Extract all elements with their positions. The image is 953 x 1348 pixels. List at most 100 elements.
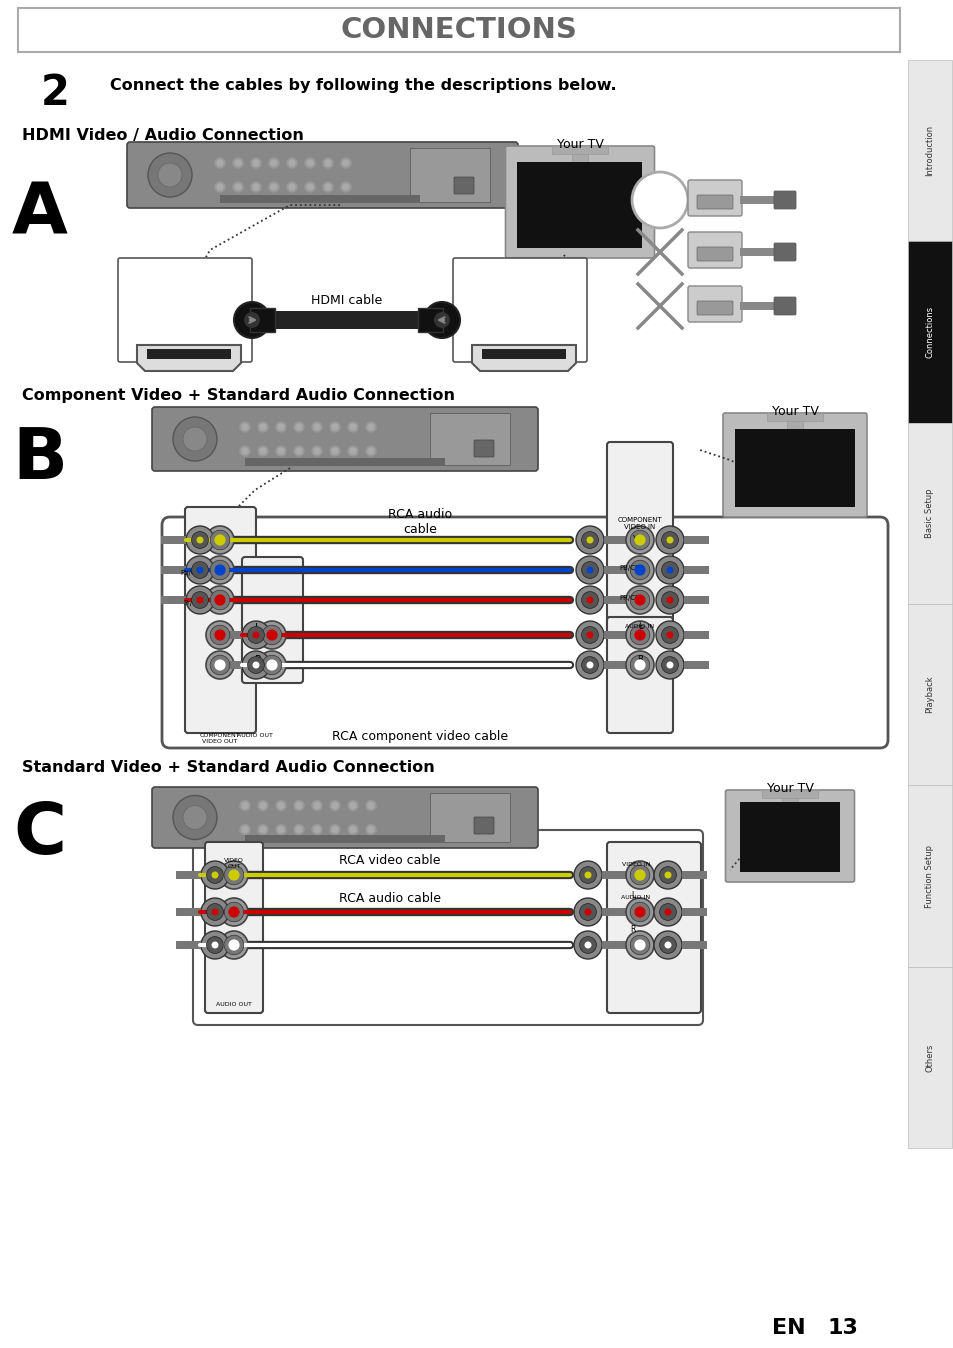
Circle shape bbox=[634, 594, 645, 605]
Bar bbox=[417, 307, 442, 332]
Circle shape bbox=[240, 422, 250, 431]
Circle shape bbox=[196, 537, 203, 543]
Circle shape bbox=[332, 826, 337, 833]
Circle shape bbox=[295, 826, 302, 833]
Text: Introduction: Introduction bbox=[924, 125, 934, 177]
Circle shape bbox=[277, 425, 284, 430]
Circle shape bbox=[634, 659, 645, 670]
Text: VIDEO IN: VIDEO IN bbox=[621, 861, 650, 867]
Circle shape bbox=[661, 592, 678, 608]
Circle shape bbox=[366, 801, 375, 810]
Circle shape bbox=[248, 656, 264, 674]
Circle shape bbox=[664, 909, 671, 915]
Circle shape bbox=[206, 651, 233, 679]
Circle shape bbox=[666, 631, 673, 639]
Circle shape bbox=[228, 869, 239, 880]
Polygon shape bbox=[472, 345, 576, 371]
FancyBboxPatch shape bbox=[697, 301, 732, 315]
Circle shape bbox=[289, 160, 294, 166]
Circle shape bbox=[634, 906, 645, 918]
Circle shape bbox=[661, 627, 678, 643]
Circle shape bbox=[251, 182, 261, 191]
Bar bbox=[430, 412, 510, 465]
Circle shape bbox=[581, 562, 598, 578]
Circle shape bbox=[240, 446, 250, 456]
Circle shape bbox=[312, 422, 322, 431]
Bar bbox=[601, 871, 626, 879]
Circle shape bbox=[625, 526, 654, 554]
Circle shape bbox=[220, 861, 248, 888]
Circle shape bbox=[654, 898, 681, 926]
Circle shape bbox=[206, 526, 233, 554]
Text: Connections: Connections bbox=[924, 306, 934, 359]
Circle shape bbox=[196, 566, 203, 573]
Circle shape bbox=[201, 861, 229, 888]
FancyBboxPatch shape bbox=[474, 439, 494, 457]
Circle shape bbox=[325, 183, 331, 190]
Circle shape bbox=[656, 651, 683, 679]
Circle shape bbox=[630, 625, 649, 644]
Text: EN: EN bbox=[771, 1318, 804, 1339]
Circle shape bbox=[586, 597, 593, 604]
Circle shape bbox=[244, 311, 260, 328]
Bar bbox=[761, 790, 817, 798]
Circle shape bbox=[576, 621, 603, 648]
Circle shape bbox=[257, 446, 268, 456]
Circle shape bbox=[214, 659, 225, 670]
Circle shape bbox=[216, 183, 223, 190]
Bar bbox=[681, 871, 706, 879]
Circle shape bbox=[287, 158, 296, 168]
Bar bbox=[740, 802, 840, 872]
Bar bbox=[552, 146, 607, 154]
FancyBboxPatch shape bbox=[127, 142, 517, 208]
FancyBboxPatch shape bbox=[162, 518, 887, 748]
FancyBboxPatch shape bbox=[152, 407, 537, 470]
Circle shape bbox=[581, 592, 598, 608]
Text: COMPONENT
VIDEO OUT: COMPONENT VIDEO OUT bbox=[199, 733, 240, 744]
Bar bbox=[681, 941, 706, 949]
Circle shape bbox=[625, 861, 654, 888]
Text: 13: 13 bbox=[827, 1318, 858, 1339]
Circle shape bbox=[368, 425, 374, 430]
Circle shape bbox=[576, 526, 603, 554]
Circle shape bbox=[295, 802, 302, 809]
Text: COMPONENT
VIDEO IN: COMPONENT VIDEO IN bbox=[617, 518, 661, 530]
Bar bbox=[740, 248, 774, 256]
Bar bbox=[147, 349, 231, 359]
Bar bbox=[161, 537, 186, 545]
Text: RCA video cable: RCA video cable bbox=[339, 855, 440, 867]
FancyBboxPatch shape bbox=[118, 257, 252, 363]
Circle shape bbox=[240, 801, 250, 810]
Circle shape bbox=[630, 865, 649, 884]
Circle shape bbox=[214, 534, 225, 546]
Circle shape bbox=[257, 825, 268, 834]
Circle shape bbox=[210, 561, 230, 580]
FancyBboxPatch shape bbox=[205, 842, 263, 1012]
Bar bbox=[907, 423, 951, 604]
FancyBboxPatch shape bbox=[453, 257, 586, 363]
Bar bbox=[245, 834, 444, 842]
Circle shape bbox=[325, 160, 331, 166]
Bar bbox=[683, 661, 708, 669]
Circle shape bbox=[656, 586, 683, 613]
Circle shape bbox=[307, 160, 313, 166]
Text: Connect the cables by following the descriptions below.: Connect the cables by following the desc… bbox=[110, 78, 616, 93]
Text: RCA audio cable: RCA audio cable bbox=[338, 892, 440, 905]
Circle shape bbox=[260, 425, 266, 430]
Circle shape bbox=[584, 909, 591, 915]
Circle shape bbox=[350, 425, 355, 430]
Circle shape bbox=[634, 940, 645, 950]
Circle shape bbox=[262, 625, 281, 644]
Bar bbox=[907, 786, 951, 967]
Circle shape bbox=[183, 806, 207, 829]
Circle shape bbox=[224, 865, 244, 884]
Circle shape bbox=[253, 631, 259, 639]
Circle shape bbox=[275, 446, 286, 456]
Circle shape bbox=[242, 651, 270, 679]
Circle shape bbox=[220, 931, 248, 958]
Circle shape bbox=[630, 936, 649, 954]
Circle shape bbox=[666, 537, 673, 543]
Circle shape bbox=[348, 801, 357, 810]
Text: HDMI Video / Audio Connection: HDMI Video / Audio Connection bbox=[22, 128, 304, 143]
Bar bbox=[681, 909, 706, 917]
